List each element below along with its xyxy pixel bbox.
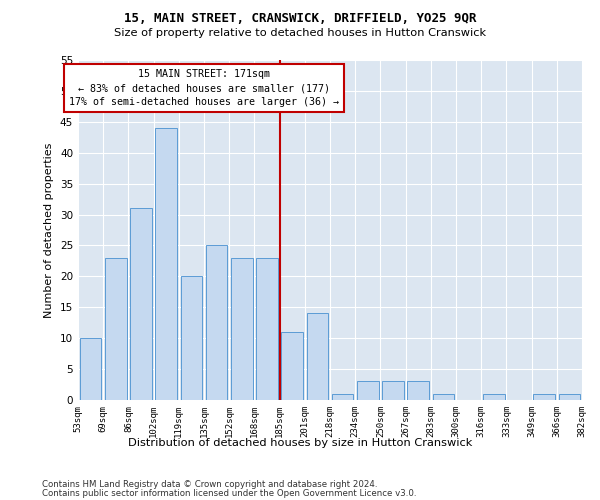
Bar (332, 394, 353, 400)
Y-axis label: Number of detached properties: Number of detached properties (44, 142, 55, 318)
Bar (181, 276, 202, 400)
Text: 15, MAIN STREET, CRANSWICK, DRIFFIELD, YO25 9QR: 15, MAIN STREET, CRANSWICK, DRIFFIELD, Y… (124, 12, 476, 26)
Bar (206, 246, 227, 400)
Bar (307, 314, 328, 400)
Bar (483, 394, 505, 400)
Bar (105, 258, 127, 400)
Bar (231, 258, 253, 400)
Text: Distribution of detached houses by size in Hutton Cranswick: Distribution of detached houses by size … (128, 438, 472, 448)
Bar (155, 128, 177, 400)
Bar (433, 394, 454, 400)
Bar (382, 382, 404, 400)
Bar (559, 394, 580, 400)
Text: Size of property relative to detached houses in Hutton Cranswick: Size of property relative to detached ho… (114, 28, 486, 38)
Bar (80, 338, 101, 400)
Text: Contains HM Land Registry data © Crown copyright and database right 2024.: Contains HM Land Registry data © Crown c… (42, 480, 377, 489)
Bar (533, 394, 555, 400)
Bar (281, 332, 303, 400)
Bar (407, 382, 429, 400)
Text: 15 MAIN STREET: 171sqm
← 83% of detached houses are smaller (177)
17% of semi-de: 15 MAIN STREET: 171sqm ← 83% of detached… (69, 70, 339, 108)
Bar (130, 208, 152, 400)
Bar (357, 382, 379, 400)
Bar (256, 258, 278, 400)
Text: Contains public sector information licensed under the Open Government Licence v3: Contains public sector information licen… (42, 488, 416, 498)
